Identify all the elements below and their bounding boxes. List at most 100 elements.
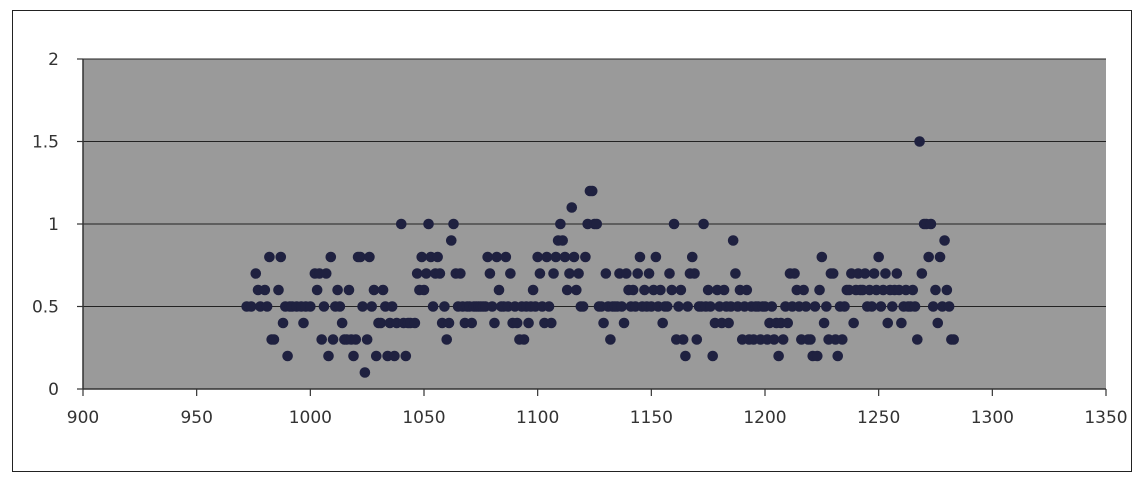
data-point <box>264 251 275 263</box>
data-point <box>493 284 505 296</box>
data-point <box>600 268 612 279</box>
data-point <box>559 251 571 263</box>
data-point <box>416 251 428 263</box>
data-point <box>357 301 368 312</box>
data-point <box>859 268 871 279</box>
data-point <box>348 350 359 362</box>
data-point <box>657 317 668 329</box>
data-point <box>277 317 289 329</box>
data-point <box>768 334 780 345</box>
data-point <box>445 235 457 246</box>
data-point <box>423 218 434 230</box>
data-point <box>439 301 450 312</box>
data-point <box>568 251 580 263</box>
data-point <box>350 334 362 345</box>
y-tick-label: 0 <box>48 380 59 400</box>
data-point <box>939 235 950 246</box>
data-point <box>427 301 439 312</box>
data-point <box>805 334 816 345</box>
y-tick-label: 2 <box>48 50 59 70</box>
data-point <box>245 301 257 312</box>
data-point <box>316 334 328 345</box>
data-point <box>448 218 459 230</box>
data-point <box>327 334 339 345</box>
data-point <box>441 334 453 345</box>
data-point <box>848 317 859 329</box>
data-point <box>561 284 573 296</box>
data-point <box>930 284 941 296</box>
chart-frame: 900 950 1000 1050 1100 1150 1200 1250 1300 1350 0 0… <box>12 10 1132 472</box>
x-tick-label: 900 <box>67 408 99 428</box>
data-point <box>698 218 709 230</box>
data-point <box>666 284 678 296</box>
data-point <box>675 284 687 296</box>
data-point <box>916 268 928 279</box>
data-point <box>661 301 673 312</box>
data-point <box>914 136 925 147</box>
y-tick-label: 0.5 <box>32 298 59 318</box>
data-point <box>882 317 894 329</box>
data-point <box>370 350 382 362</box>
data-point <box>386 301 398 312</box>
data-point <box>827 268 839 279</box>
data-point <box>634 251 646 263</box>
x-tick-label: 1250 <box>857 408 900 428</box>
data-point <box>586 185 598 197</box>
data-point <box>627 284 639 296</box>
data-point <box>677 334 689 345</box>
data-point <box>836 334 848 345</box>
data-point <box>409 317 421 329</box>
data-point <box>639 284 650 296</box>
data-point <box>546 317 557 329</box>
data-point <box>543 301 555 312</box>
data-point <box>466 317 478 329</box>
data-point <box>887 301 898 312</box>
data-point <box>550 251 562 263</box>
data-point <box>782 317 794 329</box>
data-point <box>875 301 887 312</box>
data-point <box>577 301 589 312</box>
data-point <box>621 268 632 279</box>
data-point <box>500 251 512 263</box>
data-point <box>434 268 446 279</box>
data-point <box>868 268 880 279</box>
axes <box>77 58 1107 396</box>
data-point <box>432 251 443 263</box>
y-tick-label: 1.5 <box>32 133 59 153</box>
data-point <box>689 268 700 279</box>
data-point <box>943 301 955 312</box>
data-point <box>811 350 823 362</box>
data-point <box>571 284 582 296</box>
data-point <box>730 268 741 279</box>
data-point <box>727 235 739 246</box>
data-point <box>705 301 716 312</box>
data-point <box>389 350 400 362</box>
data-point <box>564 268 575 279</box>
data-point <box>366 301 378 312</box>
data-point <box>484 268 496 279</box>
data-point <box>682 301 694 312</box>
x-tick-label: 1200 <box>743 408 786 428</box>
data-point <box>680 350 691 362</box>
data-point <box>773 350 784 362</box>
data-point <box>548 268 559 279</box>
data-point <box>359 367 371 378</box>
data-point <box>318 301 330 312</box>
data-point <box>941 284 953 296</box>
y-tick-label: 1 <box>48 215 59 235</box>
data-point <box>377 284 389 296</box>
data-point <box>323 350 334 362</box>
data-point <box>364 251 375 263</box>
x-tick-label: 1100 <box>516 408 559 428</box>
data-point <box>489 317 500 329</box>
data-point <box>616 301 628 312</box>
x-tick-label: 1350 <box>1084 408 1127 428</box>
data-point <box>839 301 850 312</box>
data-point <box>420 268 432 279</box>
data-point <box>368 284 380 296</box>
data-point <box>518 334 530 345</box>
x-tick-label: 950 <box>180 408 212 428</box>
data-point <box>925 218 937 230</box>
data-point <box>325 251 337 263</box>
data-point <box>395 218 407 230</box>
